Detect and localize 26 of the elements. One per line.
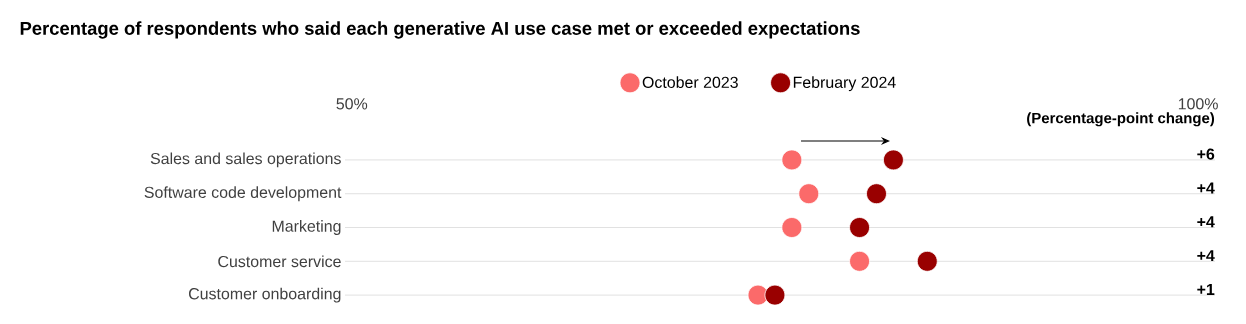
point [764,284,786,306]
annotation: +6 [1197,148,1215,160]
y-tick-label: Software code development [144,186,342,202]
x-tick-label: 50% [336,98,368,110]
point [781,149,803,171]
point [883,149,904,171]
annotation: +4 [1197,250,1215,262]
legend-label: October 2023 [642,76,738,88]
point [849,217,870,238]
point [916,250,938,272]
annotation: +4 [1197,216,1215,228]
point [798,183,820,205]
point [866,183,887,205]
y-tick-label: Customer service [218,255,341,268]
point [781,217,803,238]
chart-title: Percentage of respondents who said each generative AI use case met or exceeded expectations [20,21,860,39]
y-tick-label: Sales and sales operations [150,152,341,168]
point [747,284,769,306]
legend-label: February 2024 [793,76,896,92]
point [849,250,870,272]
y-tick-label: Marketing [272,220,341,235]
annotation: +1 [1197,283,1215,295]
y-tick-label: Customer onboarding [189,287,341,303]
annotation: +4 [1197,182,1215,194]
x-tick-label: 100% [1178,98,1218,110]
text: (Percentage-point change) [1027,112,1215,127]
